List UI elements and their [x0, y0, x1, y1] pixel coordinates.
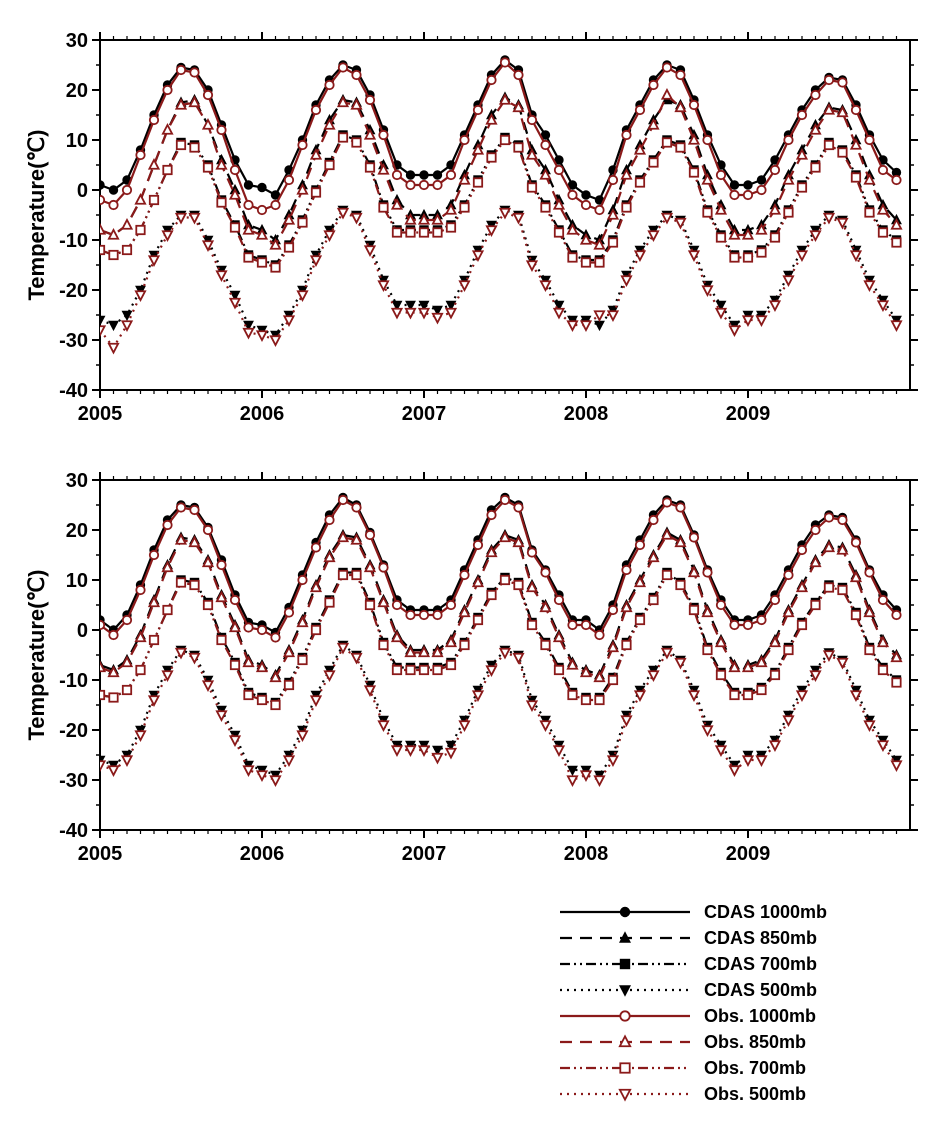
svg-text:-20: -20: [59, 720, 88, 742]
svg-text:30: 30: [66, 30, 88, 52]
svg-text:2008: 2008: [564, 403, 609, 425]
svg-text:-20: -20: [59, 280, 88, 302]
svg-text:Temperature(℃): Temperature(℃): [24, 570, 49, 741]
svg-text:2009: 2009: [726, 843, 771, 865]
svg-text:30: 30: [66, 470, 88, 492]
legend-item-label: CDAS 700mb: [704, 954, 817, 974]
chart-bottom: -40 -30 -20 -10 0 10 20 30 2005 2006 2007 2008 2009 T…: [20, 460, 930, 880]
legend: CDAS 1000mb CDAS 850mb CDAS 700mb CDAS 500m…: [20, 900, 930, 1118]
chart-top: -40 -30 -20 -10 0 10 20 30 2005 2006 2007 2008 2009 T…: [20, 20, 930, 440]
svg-text:2009: 2009: [726, 403, 771, 425]
svg-text:10: 10: [66, 130, 88, 152]
top-panel: -40 -30 -20 -10 0 10 20 30 2005 2006 2007 2008 2009 T…: [20, 20, 930, 440]
svg-text:2005: 2005: [78, 843, 123, 865]
svg-text:2006: 2006: [240, 403, 285, 425]
svg-text:20: 20: [66, 80, 88, 102]
legend-item-label: Obs. 850mb: [704, 1032, 806, 1052]
svg-text:2007: 2007: [402, 843, 447, 865]
svg-text:-10: -10: [59, 230, 88, 252]
svg-text:-40: -40: [59, 380, 88, 402]
svg-text:2007: 2007: [402, 403, 447, 425]
legend-item-label: CDAS 1000mb: [704, 902, 827, 922]
legend-svg: CDAS 1000mb CDAS 850mb CDAS 700mb CDAS 500m…: [20, 900, 930, 1118]
svg-text:0: 0: [77, 620, 88, 642]
svg-text:2008: 2008: [564, 843, 609, 865]
svg-text:20: 20: [66, 520, 88, 542]
svg-text:-40: -40: [59, 820, 88, 842]
legend-item-label: CDAS 500mb: [704, 980, 817, 1000]
svg-text:2005: 2005: [78, 403, 123, 425]
svg-text:-30: -30: [59, 770, 88, 792]
svg-text:Temperature(℃): Temperature(℃): [24, 130, 49, 301]
legend-item-label: Obs. 700mb: [704, 1058, 806, 1078]
svg-text:10: 10: [66, 570, 88, 592]
legend-item-label: Obs. 1000mb: [704, 1006, 816, 1026]
legend-item-label: Obs. 500mb: [704, 1084, 806, 1104]
legend-item-label: CDAS 850mb: [704, 928, 817, 948]
chart-container: -40 -30 -20 -10 0 10 20 30 2005 2006 2007 2008 2009 T…: [20, 20, 930, 1118]
svg-text:0: 0: [77, 180, 88, 202]
svg-text:-10: -10: [59, 670, 88, 692]
svg-text:2006: 2006: [240, 843, 285, 865]
svg-text:-30: -30: [59, 330, 88, 352]
bottom-panel: -40 -30 -20 -10 0 10 20 30 2005 2006 2007 2008 2009 T…: [20, 460, 930, 880]
